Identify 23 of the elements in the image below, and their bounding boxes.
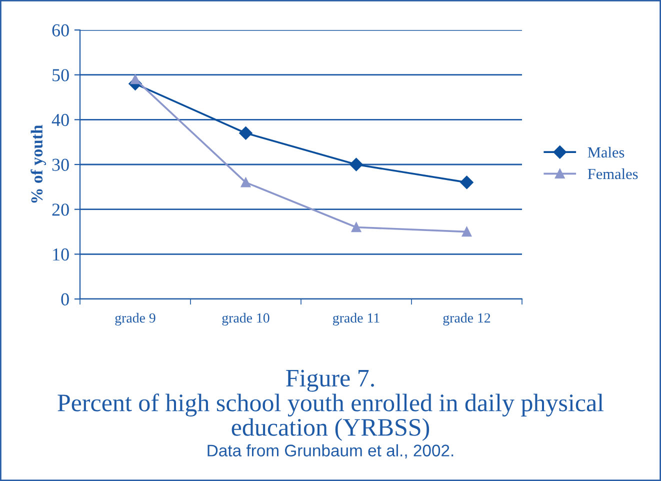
text: Data from Grunbaum et al., 2002. <box>208 444 454 458</box>
x-tick-label: grade 12 <box>443 312 490 326</box>
y-tick-label: 10 <box>53 248 69 261</box>
legend-label: Females <box>588 168 638 180</box>
y-tick-label: 60 <box>52 24 69 36</box>
point <box>462 226 472 237</box>
point <box>350 158 363 172</box>
point <box>130 74 140 84</box>
y-tick-label: 20 <box>52 204 69 216</box>
point <box>240 178 251 188</box>
y-axis-title: % of youth <box>30 124 46 203</box>
x-tick-label: grade 9 <box>115 312 156 326</box>
y-tick-label: 0 <box>61 293 69 306</box>
point <box>239 126 252 140</box>
text: Figure 7. Percent of high school youth enrolled in daily physical education (YRBSS) <box>58 370 604 441</box>
y-tick-label: 50 <box>52 69 69 82</box>
point <box>460 176 474 190</box>
y-tick-label: 30 <box>52 158 69 171</box>
legend-label: Males <box>588 146 624 158</box>
point <box>351 222 362 232</box>
y-tick-label: 40 <box>52 114 69 126</box>
x-tick-label: grade 11 <box>333 312 380 326</box>
x-tick-label: grade 10 <box>222 312 270 326</box>
